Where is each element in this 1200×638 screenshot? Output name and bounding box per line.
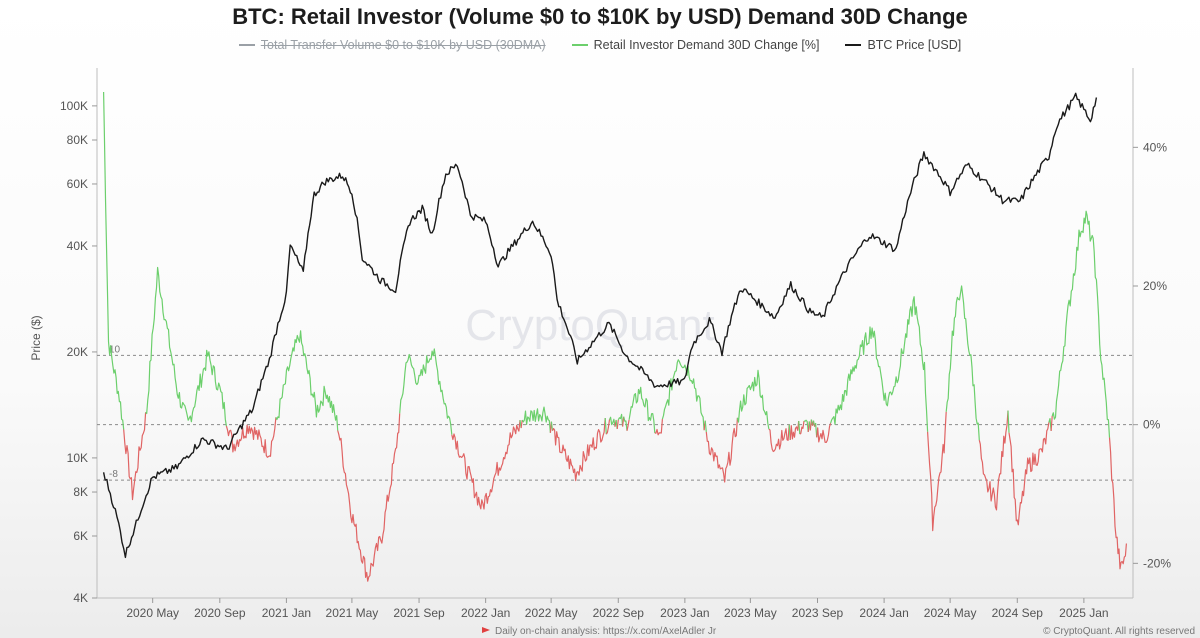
demand-line-positive — [608, 416, 616, 427]
x-tick-label: 2024 Sep — [992, 606, 1044, 620]
demand-line-negative — [816, 423, 832, 443]
demand-line-negative — [705, 417, 738, 483]
demand-line-negative — [1108, 437, 1127, 570]
legend-swatch — [571, 44, 588, 46]
x-tick-label: 2022 Jan — [461, 606, 510, 620]
demand-line-negative — [927, 411, 947, 532]
left-tick-label: 10K — [67, 451, 88, 465]
right-tick-label: -20% — [1143, 556, 1171, 570]
left-tick-label: 100K — [60, 99, 88, 113]
x-tick-label: 2023 Sep — [792, 606, 844, 620]
demand-line-positive — [623, 416, 628, 431]
x-tick-label: 2023 May — [724, 606, 777, 620]
legend-item-transfer-volume[interactable]: Total Transfer Volume $0 to $10K by USD … — [238, 38, 546, 52]
right-tick-label: 20% — [1143, 279, 1167, 293]
left-tick-label: 60K — [67, 177, 88, 191]
demand-line-positive — [604, 417, 607, 435]
x-tick-label: 2024 Jan — [859, 606, 908, 620]
demand-line-positive — [830, 296, 929, 432]
demand-line-positive — [521, 406, 551, 433]
right-tick-label: 40% — [1143, 140, 1167, 154]
demand-series — [103, 91, 1127, 582]
demand-line-negative — [1050, 415, 1053, 432]
x-tick-label: 2022 Sep — [593, 606, 645, 620]
demand-line-positive — [628, 386, 656, 434]
demand-line-positive — [617, 413, 624, 427]
legend-label: Retail Investor Demand 30D Change [%] — [593, 38, 820, 52]
chart-title: BTC: Retail Investor (Volume $0 to $10K … — [232, 4, 968, 29]
legend-label: Total Transfer Volume $0 to $10K by USD … — [260, 38, 546, 52]
x-tick-label: 2020 May — [126, 606, 179, 620]
legend-swatch — [845, 44, 862, 46]
demand-line-negative — [520, 420, 523, 429]
demand-line-negative — [978, 410, 1009, 511]
demand-line-positive — [1051, 210, 1111, 438]
x-tick-label: 2020 Sep — [194, 606, 246, 620]
demand-line-positive — [1048, 418, 1052, 432]
demand-line-positive — [550, 421, 554, 431]
demand-line-positive — [399, 348, 453, 435]
right-tick-label: 0% — [1143, 418, 1161, 432]
demand-line-positive — [798, 420, 801, 435]
x-tick-label: 2021 May — [326, 606, 379, 620]
demand-line-negative — [605, 419, 611, 435]
left-tick-label: 4K — [73, 591, 88, 605]
reference-tag-upper: 10 — [109, 344, 121, 355]
demand-line-positive — [275, 330, 339, 431]
chart-footer: Daily on-chain analysis: https://x.com/A… — [482, 626, 1195, 637]
left-tick-label: 80K — [67, 133, 88, 147]
btc-price-line — [102, 92, 1098, 559]
left-tick-label: 20K — [67, 345, 88, 359]
left-tick-label: 40K — [67, 239, 88, 253]
demand-line-positive — [704, 420, 707, 432]
demand-line-positive — [803, 419, 809, 432]
demand-line-positive — [736, 369, 770, 430]
demand-line-positive — [145, 266, 227, 427]
legend-item-demand-change[interactable]: Retail Investor Demand 30D Change [%] — [571, 38, 820, 52]
x-tick-label: 2023 Jan — [660, 606, 709, 620]
left-axis-title: Price ($) — [29, 315, 43, 360]
demand-line-negative — [626, 419, 630, 431]
demand-line-negative — [789, 420, 800, 440]
demand-line-negative — [123, 412, 147, 501]
left-tick-label: 8K — [73, 485, 88, 499]
demand-line-negative — [225, 417, 277, 458]
demand-line-negative — [551, 417, 606, 482]
legend-label: BTC Price [USD] — [867, 38, 962, 52]
left-tick-label: 6K — [73, 529, 88, 543]
demand-line-positive — [103, 91, 125, 430]
reference-tag-lower: -8 — [109, 469, 118, 480]
x-tick-label: 2022 May — [525, 606, 578, 620]
demand-line-negative — [799, 420, 805, 435]
demand-line-positive — [1007, 410, 1010, 433]
chart-axes: 100K 80K 60K 40K 20K 10K 8K 6K 4K Price ($) 40% 20%… — [29, 68, 1171, 620]
footer-left-note: Daily on-chain analysis: https://x.com/A… — [495, 626, 717, 637]
chart-legend: Total Transfer Volume $0 to $10K by USD … — [0, 38, 1200, 52]
demand-line-negative — [768, 424, 790, 453]
footer-flag-icon — [482, 627, 490, 633]
demand-line-negative — [616, 419, 619, 429]
footer-right-note: © CryptoQuant. All rights reserved — [1043, 626, 1195, 637]
chart-watermark: CryptoQuant — [465, 301, 714, 350]
x-tick-label: 2024 May — [924, 606, 977, 620]
x-tick-label: 2021 Sep — [393, 606, 445, 620]
x-tick-label: 2025 Jan — [1059, 606, 1108, 620]
demand-line-negative — [451, 420, 521, 510]
legend-swatch — [238, 44, 255, 46]
legend-item-btc-price[interactable]: BTC Price [USD] — [845, 38, 961, 52]
demand-line-positive — [661, 359, 705, 431]
demand-line-negative — [1008, 422, 1050, 526]
demand-line-negative — [654, 419, 663, 436]
demand-line-negative — [337, 413, 401, 582]
btc-price-series — [102, 92, 1098, 559]
x-tick-label: 2021 Jan — [262, 606, 311, 620]
demand-line-positive — [945, 285, 980, 441]
